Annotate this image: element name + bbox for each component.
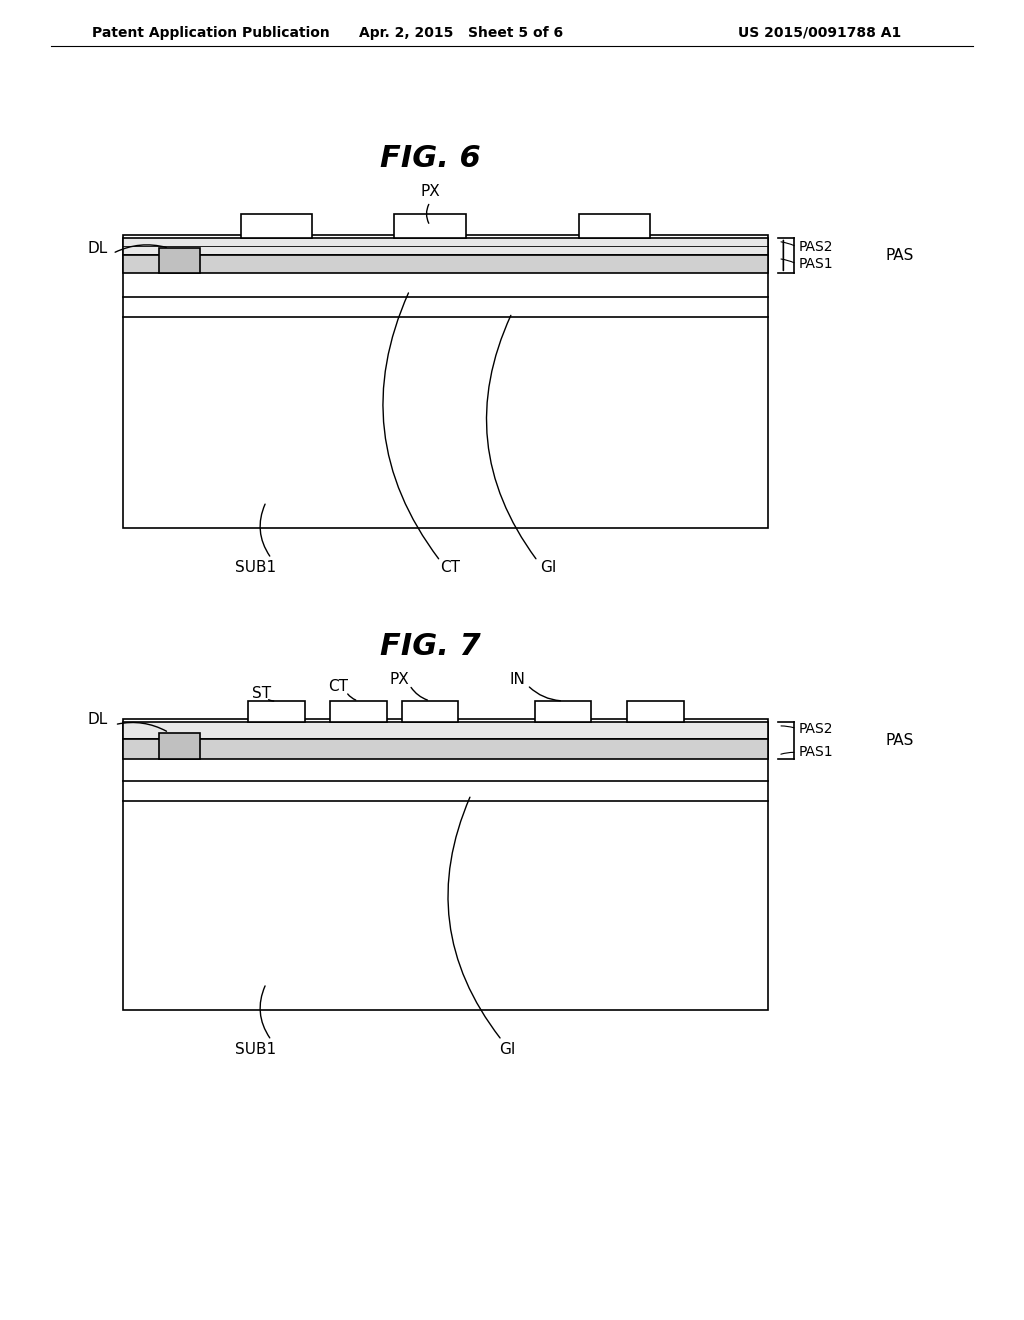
FancyBboxPatch shape bbox=[123, 739, 768, 759]
FancyBboxPatch shape bbox=[123, 719, 768, 1010]
Text: CT: CT bbox=[440, 560, 461, 576]
FancyBboxPatch shape bbox=[330, 701, 386, 722]
FancyBboxPatch shape bbox=[394, 214, 466, 238]
Text: PX: PX bbox=[389, 672, 410, 688]
Text: DL: DL bbox=[87, 711, 108, 727]
Text: PAS1: PAS1 bbox=[799, 257, 834, 271]
Text: PAS2: PAS2 bbox=[799, 240, 834, 253]
FancyBboxPatch shape bbox=[123, 255, 768, 273]
FancyBboxPatch shape bbox=[401, 701, 458, 722]
Text: GI: GI bbox=[499, 1041, 515, 1057]
Text: Patent Application Publication: Patent Application Publication bbox=[92, 26, 330, 40]
Text: SUB1: SUB1 bbox=[236, 1041, 276, 1057]
Text: PX: PX bbox=[420, 183, 440, 199]
FancyBboxPatch shape bbox=[123, 238, 768, 255]
FancyBboxPatch shape bbox=[579, 214, 650, 238]
Text: PAS: PAS bbox=[886, 733, 914, 748]
FancyBboxPatch shape bbox=[536, 701, 592, 722]
Text: US 2015/0091788 A1: US 2015/0091788 A1 bbox=[738, 26, 901, 40]
FancyBboxPatch shape bbox=[241, 214, 312, 238]
FancyBboxPatch shape bbox=[627, 701, 684, 722]
FancyBboxPatch shape bbox=[123, 722, 768, 739]
Text: GI: GI bbox=[540, 560, 556, 576]
Text: Apr. 2, 2015   Sheet 5 of 6: Apr. 2, 2015 Sheet 5 of 6 bbox=[358, 26, 563, 40]
Text: PAS1: PAS1 bbox=[799, 746, 834, 759]
FancyBboxPatch shape bbox=[249, 701, 305, 722]
FancyBboxPatch shape bbox=[159, 248, 200, 273]
Text: SUB1: SUB1 bbox=[236, 560, 276, 576]
Text: PAS2: PAS2 bbox=[799, 722, 834, 735]
FancyBboxPatch shape bbox=[159, 733, 200, 759]
Text: DL: DL bbox=[87, 240, 108, 256]
Text: FIG. 6: FIG. 6 bbox=[380, 144, 480, 173]
Text: CT: CT bbox=[328, 678, 348, 694]
Text: ST: ST bbox=[252, 685, 270, 701]
Text: IN: IN bbox=[509, 672, 525, 688]
Text: FIG. 7: FIG. 7 bbox=[380, 632, 480, 661]
FancyBboxPatch shape bbox=[123, 235, 768, 528]
Text: PAS: PAS bbox=[886, 248, 914, 263]
